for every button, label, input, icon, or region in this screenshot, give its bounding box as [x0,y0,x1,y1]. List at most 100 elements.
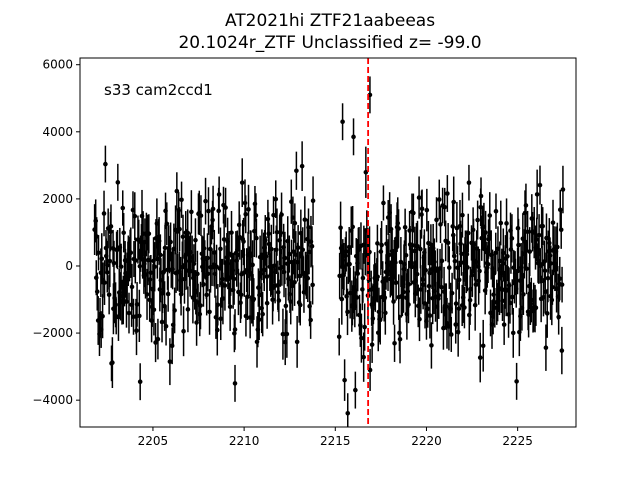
point-marker [205,271,211,277]
chart-title-line1: AT2021hi ZTF21aabeeas [225,11,435,31]
point-marker [118,264,124,269]
point-marker [363,169,369,175]
point-marker [423,267,428,273]
data-points-layer [92,76,566,427]
point-marker [206,208,211,214]
point-marker [558,227,564,233]
point-marker [516,242,521,248]
data-point [536,214,542,257]
data-point [216,176,222,213]
data-point [194,299,199,346]
point-marker [379,242,384,248]
point-marker [147,277,153,282]
point-marker [403,253,409,258]
point-marker [229,230,234,235]
data-point [537,165,543,205]
point-marker [351,134,356,140]
point-marker [264,300,270,306]
point-marker [137,313,142,319]
data-point [172,287,177,334]
point-marker [359,335,364,341]
point-marker [108,224,114,229]
data-point [466,164,472,201]
data-point [101,190,107,237]
data-point [308,301,313,339]
point-marker [438,222,443,227]
point-marker [477,268,482,274]
data-point [456,260,462,300]
data-point [185,286,191,333]
point-marker [292,220,298,226]
point-marker [540,223,546,229]
point-marker [420,282,426,288]
point-marker [550,220,556,225]
point-marker [194,320,199,325]
data-point [273,180,279,218]
point-marker [308,317,313,323]
data-point [509,214,515,263]
data-point [524,243,529,295]
y-tick-label: −4000 [32,393,73,407]
point-marker [507,300,513,306]
point-marker [158,252,163,258]
data-point [153,322,158,363]
point-marker [310,282,315,288]
data-point [128,227,134,278]
point-marker [392,340,397,346]
point-marker [417,316,422,322]
point-marker [448,332,454,337]
point-marker [427,270,432,276]
data-point [534,217,540,261]
point-marker [475,217,480,223]
data-point [436,179,442,220]
x-tick-label: 2205 [138,434,169,448]
data-point [555,222,560,272]
data-point [204,274,209,316]
point-marker [369,342,375,347]
point-marker [251,296,257,302]
data-point [100,294,105,339]
point-marker [120,205,126,211]
point-marker [137,379,143,385]
data-point [129,263,135,310]
data-point [284,310,290,358]
data-point [362,303,367,351]
point-marker [100,313,105,319]
point-marker [189,209,194,215]
point-marker [439,258,445,264]
data-point [290,261,295,311]
point-marker [282,255,288,261]
data-point [540,207,546,246]
y-tick-label: −2000 [32,326,73,340]
point-marker [302,217,308,222]
point-marker [201,282,206,287]
data-point [137,363,143,401]
data-point [152,242,157,292]
point-marker [260,311,265,317]
point-marker [360,275,366,281]
point-marker [162,245,168,251]
data-point [559,266,565,303]
point-marker [509,236,515,241]
data-point [527,227,533,277]
point-marker [406,282,412,287]
point-marker [198,303,203,308]
point-marker [428,242,434,248]
point-marker [254,339,260,345]
axes-layer: 2205 2210 2215 2220 2225 −4000 −2000 0 2000 4000 6… [32,57,577,448]
point-marker [442,204,448,210]
point-marker [547,253,553,258]
data-point [516,218,521,272]
point-marker [264,274,270,279]
data-point [299,141,305,191]
data-point [425,289,431,328]
point-marker [498,220,504,226]
x-tick-label: 2215 [320,434,351,448]
point-marker [521,292,526,297]
data-point [121,213,126,253]
data-point [164,202,170,246]
data-point [487,192,493,239]
point-marker [424,207,430,213]
data-point [448,316,454,352]
